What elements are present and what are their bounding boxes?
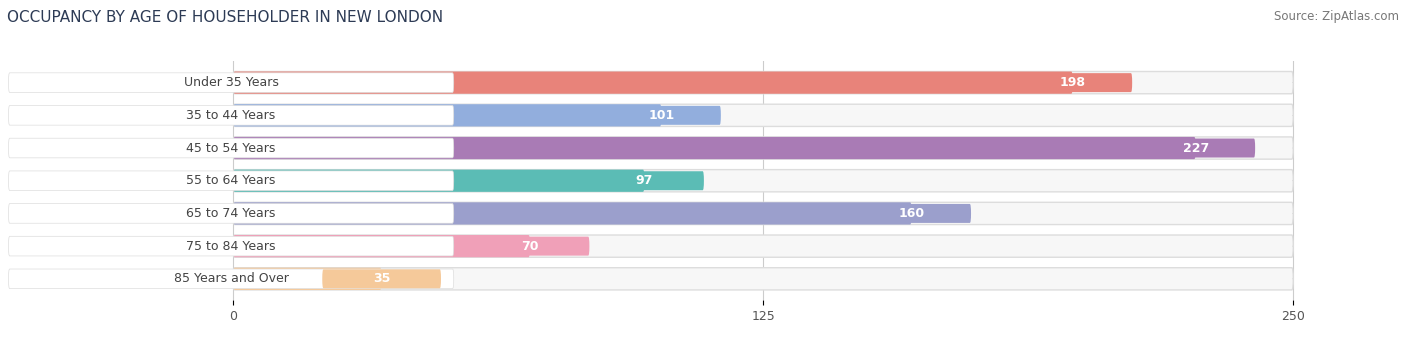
FancyBboxPatch shape — [233, 104, 661, 127]
Text: 101: 101 — [648, 109, 675, 122]
Text: 160: 160 — [898, 207, 925, 220]
Text: 65 to 74 Years: 65 to 74 Years — [187, 207, 276, 220]
FancyBboxPatch shape — [471, 237, 589, 256]
FancyBboxPatch shape — [233, 202, 1294, 224]
FancyBboxPatch shape — [233, 268, 381, 290]
Text: Under 35 Years: Under 35 Years — [184, 76, 278, 89]
FancyBboxPatch shape — [8, 236, 454, 256]
FancyBboxPatch shape — [585, 171, 704, 190]
FancyBboxPatch shape — [1014, 73, 1132, 92]
FancyBboxPatch shape — [8, 171, 454, 191]
Text: 70: 70 — [522, 240, 538, 253]
Text: Source: ZipAtlas.com: Source: ZipAtlas.com — [1274, 10, 1399, 23]
Text: 97: 97 — [636, 174, 654, 187]
Text: 35: 35 — [373, 272, 391, 285]
Text: 45 to 54 Years: 45 to 54 Years — [187, 142, 276, 154]
FancyBboxPatch shape — [322, 269, 441, 288]
Text: 75 to 84 Years: 75 to 84 Years — [187, 240, 276, 253]
Text: 198: 198 — [1060, 76, 1085, 89]
Text: 35 to 44 Years: 35 to 44 Years — [187, 109, 276, 122]
Text: OCCUPANCY BY AGE OF HOUSEHOLDER IN NEW LONDON: OCCUPANCY BY AGE OF HOUSEHOLDER IN NEW L… — [7, 10, 443, 25]
FancyBboxPatch shape — [8, 269, 454, 288]
FancyBboxPatch shape — [8, 73, 454, 92]
Text: 227: 227 — [1182, 142, 1209, 154]
FancyBboxPatch shape — [233, 202, 911, 224]
FancyBboxPatch shape — [8, 204, 454, 223]
FancyBboxPatch shape — [233, 137, 1195, 159]
FancyBboxPatch shape — [233, 235, 530, 257]
FancyBboxPatch shape — [602, 106, 721, 125]
FancyBboxPatch shape — [852, 204, 972, 223]
FancyBboxPatch shape — [1136, 138, 1256, 158]
Text: 55 to 64 Years: 55 to 64 Years — [187, 174, 276, 187]
FancyBboxPatch shape — [233, 268, 1294, 290]
FancyBboxPatch shape — [8, 105, 454, 125]
FancyBboxPatch shape — [233, 104, 1294, 127]
FancyBboxPatch shape — [233, 137, 1294, 159]
FancyBboxPatch shape — [233, 235, 1294, 257]
FancyBboxPatch shape — [233, 72, 1073, 94]
FancyBboxPatch shape — [8, 138, 454, 158]
FancyBboxPatch shape — [233, 169, 1294, 192]
FancyBboxPatch shape — [233, 72, 1294, 94]
FancyBboxPatch shape — [233, 169, 644, 192]
Text: 85 Years and Over: 85 Years and Over — [174, 272, 288, 285]
